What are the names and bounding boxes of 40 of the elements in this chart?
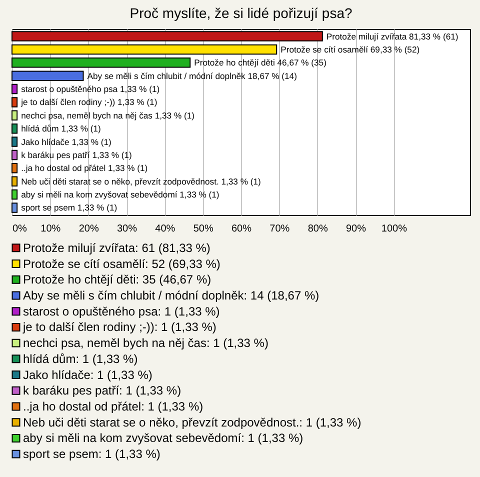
x-tick-label: 90% bbox=[346, 224, 366, 234]
text: nechci psa, neměl bych na něj čas: 1 (1,33 %) bbox=[23, 336, 268, 350]
text: starost o opuštěného psa: 1 (1,33 %) bbox=[23, 304, 220, 318]
text: Protože ho chtějí děti: 35 (46,67 %) bbox=[23, 272, 212, 287]
text: aby si měli na kom zvyšovat sebevědomí: 1 (1,33 %) bbox=[23, 431, 304, 446]
category-label: hlídá dům 1,33 % (1) bbox=[21, 124, 101, 134]
x-tick-label: 0% bbox=[12, 224, 28, 234]
x-tick-label: 20% bbox=[78, 224, 99, 234]
x-tick-label: 10% bbox=[40, 224, 61, 234]
category-label: k baráku pes patří 1,33 % (1) bbox=[21, 150, 132, 160]
category-label: Aby se měli s čím chlubit / módní doplněk 18,67 % (14) bbox=[87, 70, 297, 81]
x-tick-label: 70% bbox=[270, 224, 290, 234]
text: Neb uči děti starat se o něko, převzít zodpovědnost.: 1 (1,33 %) bbox=[23, 415, 362, 430]
text: Aby se měli s čím chlubit / módní doplněk: 14 (18,67 %) bbox=[23, 288, 320, 302]
category-label: Neb uči děti starat se o něko, převzít zodpovědnost. 1,33 % (1) bbox=[21, 176, 261, 186]
x-tick-label: 100% bbox=[381, 224, 408, 234]
x-tick-label: 50% bbox=[193, 224, 214, 234]
category-label: starost o opuštěného psa 1,33 % (1) bbox=[21, 84, 160, 94]
category-label: aby si měli na kom zvyšovat sebevědomí 1,33 % (1) bbox=[21, 190, 220, 200]
text: Protože se cítí osamělí: 52 (69,33 %) bbox=[23, 256, 220, 271]
text: hlídá dům: 1 (1,33 %) bbox=[23, 352, 138, 366]
category-label: Protože se cítí osamělí 69,33 % (52) bbox=[280, 44, 420, 54]
text: je to další člen rodiny ;-)): 1 (1,33 %) bbox=[22, 320, 216, 334]
text: ..ja ho dostal od přátel: 1 (1,33 %) bbox=[23, 400, 204, 414]
category-label: Protože milují zvířata 81,33 % (61) bbox=[326, 31, 458, 42]
category-label: je to další člen rodiny ;-)) 1,33 % (1) bbox=[21, 97, 158, 108]
chart-title: Proč myslíte, že si lidé pořizují psa? bbox=[130, 5, 352, 21]
x-tick-label: 60% bbox=[231, 224, 252, 234]
category-label: nechci psa, neměl bych na něj čas 1,33 % (1) bbox=[21, 110, 194, 120]
x-tick-label: 80% bbox=[308, 224, 328, 234]
text: k baráku pes patří: 1 (1,33 %) bbox=[23, 384, 182, 398]
category-label: sport se psem 1,33 % (1) bbox=[21, 202, 118, 213]
x-tick-label: 30% bbox=[116, 224, 138, 234]
text: Jako hlídače: 1 (1,33 %) bbox=[23, 368, 152, 382]
text: sport se psem: 1 (1,33 %) bbox=[23, 447, 160, 462]
text: Protože milují zvířata: 61 (81,33 %) bbox=[23, 240, 210, 255]
category-label: Jako hlídače 1,33 % (1) bbox=[21, 136, 112, 147]
category-label: ..ja ho dostal od přátel 1,33 % (1) bbox=[21, 163, 148, 174]
x-tick-label: 40% bbox=[155, 224, 176, 234]
category-label: Protože ho chtějí děti 46,67 % (35) bbox=[194, 58, 326, 68]
